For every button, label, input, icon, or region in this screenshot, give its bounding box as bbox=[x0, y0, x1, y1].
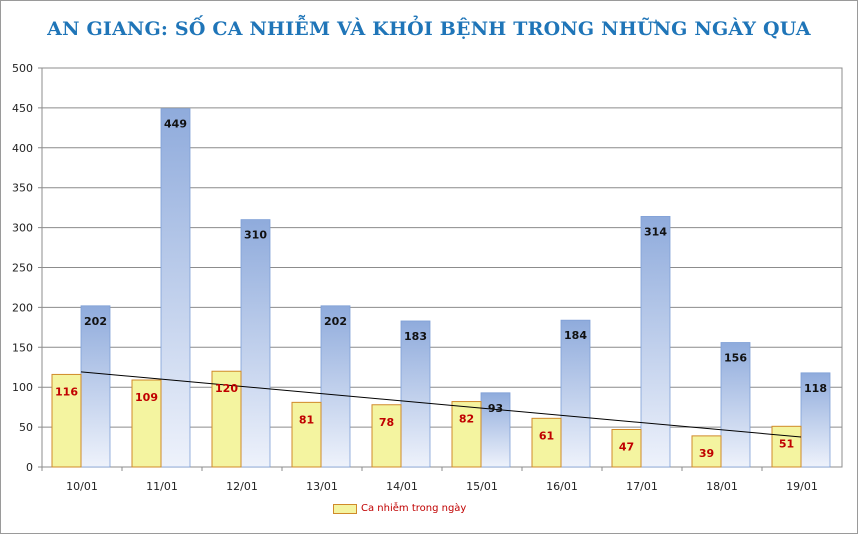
x-tick-label: 13/01 bbox=[306, 480, 338, 493]
bar-series-2 bbox=[160, 108, 191, 468]
bar-series-1 bbox=[771, 425, 802, 468]
data-label-series-1: 47 bbox=[619, 440, 634, 453]
bar-series-2 bbox=[240, 219, 271, 468]
data-label-series-2: 310 bbox=[244, 229, 267, 242]
data-label-series-2: 449 bbox=[164, 118, 187, 131]
data-label-series-2: 93 bbox=[488, 402, 503, 415]
bar-series-1 bbox=[611, 428, 642, 468]
x-tick-label: 14/01 bbox=[386, 480, 418, 493]
legend-label: Ca nhiễm trong ngày bbox=[361, 503, 467, 514]
y-tick-label: 300 bbox=[12, 222, 33, 235]
bar-series-2 bbox=[640, 216, 671, 468]
bar-series-1 bbox=[371, 404, 402, 468]
data-label-series-2: 156 bbox=[724, 352, 747, 365]
data-label-series-2: 183 bbox=[404, 330, 427, 343]
x-tick-label: 15/01 bbox=[466, 480, 498, 493]
data-label-series-1: 39 bbox=[699, 447, 714, 460]
data-label-series-2: 202 bbox=[84, 315, 107, 328]
y-tick-label: 100 bbox=[12, 381, 33, 394]
bar-series-2 bbox=[80, 305, 111, 468]
x-tick-label: 12/01 bbox=[226, 480, 258, 493]
bar-series-1 bbox=[291, 401, 322, 468]
bar-series-2 bbox=[400, 320, 431, 468]
x-tick-label: 19/01 bbox=[786, 480, 818, 493]
legend-swatch bbox=[333, 503, 357, 514]
y-tick-label: 50 bbox=[19, 421, 33, 434]
bar-series-1 bbox=[691, 435, 722, 468]
bar-series-2 bbox=[560, 319, 591, 468]
y-tick-label: 500 bbox=[12, 62, 33, 75]
data-label-series-1: 82 bbox=[459, 413, 474, 426]
y-tick-label: 250 bbox=[12, 262, 33, 275]
data-label-series-2: 118 bbox=[804, 382, 827, 395]
x-tick-label: 10/01 bbox=[66, 480, 98, 493]
data-label-series-1: 120 bbox=[215, 382, 238, 395]
data-label-series-2: 184 bbox=[564, 329, 587, 342]
bar-series-1 bbox=[211, 370, 242, 468]
chart-title: AN GIANG: SỐ CA NHIỄM VÀ KHỎI BỆNH TRONG… bbox=[47, 18, 811, 40]
bar-series-1 bbox=[131, 379, 162, 468]
y-tick-label: 400 bbox=[12, 142, 33, 155]
x-tick-label: 11/01 bbox=[146, 480, 178, 493]
bar-series-2 bbox=[320, 305, 351, 468]
data-label-series-2: 202 bbox=[324, 315, 347, 328]
y-tick-label: 150 bbox=[12, 341, 33, 354]
legend: Ca nhiễm trong ngày bbox=[333, 503, 466, 514]
data-label-series-1: 51 bbox=[779, 437, 794, 450]
data-label-series-2: 314 bbox=[644, 225, 667, 238]
y-tick-label: 0 bbox=[26, 461, 33, 474]
data-label-series-1: 78 bbox=[379, 416, 394, 429]
bar-series-2 bbox=[800, 372, 831, 468]
x-tick-label: 18/01 bbox=[706, 480, 738, 493]
bar-series-1 bbox=[451, 401, 482, 468]
bar-series-1 bbox=[531, 417, 562, 468]
bar-series-1 bbox=[51, 373, 82, 468]
y-tick-label: 200 bbox=[12, 301, 33, 314]
x-tick-label: 16/01 bbox=[546, 480, 578, 493]
data-label-series-1: 81 bbox=[299, 413, 314, 426]
x-tick-label: 17/01 bbox=[626, 480, 658, 493]
bar-series-2 bbox=[480, 392, 511, 468]
trendline bbox=[80, 371, 802, 438]
data-label-series-1: 109 bbox=[135, 391, 158, 404]
y-tick-label: 350 bbox=[12, 182, 33, 195]
bar-series-2 bbox=[720, 342, 751, 468]
y-tick-label: 450 bbox=[12, 102, 33, 115]
data-label-series-1: 61 bbox=[539, 429, 554, 442]
data-label-series-1: 116 bbox=[55, 385, 78, 398]
